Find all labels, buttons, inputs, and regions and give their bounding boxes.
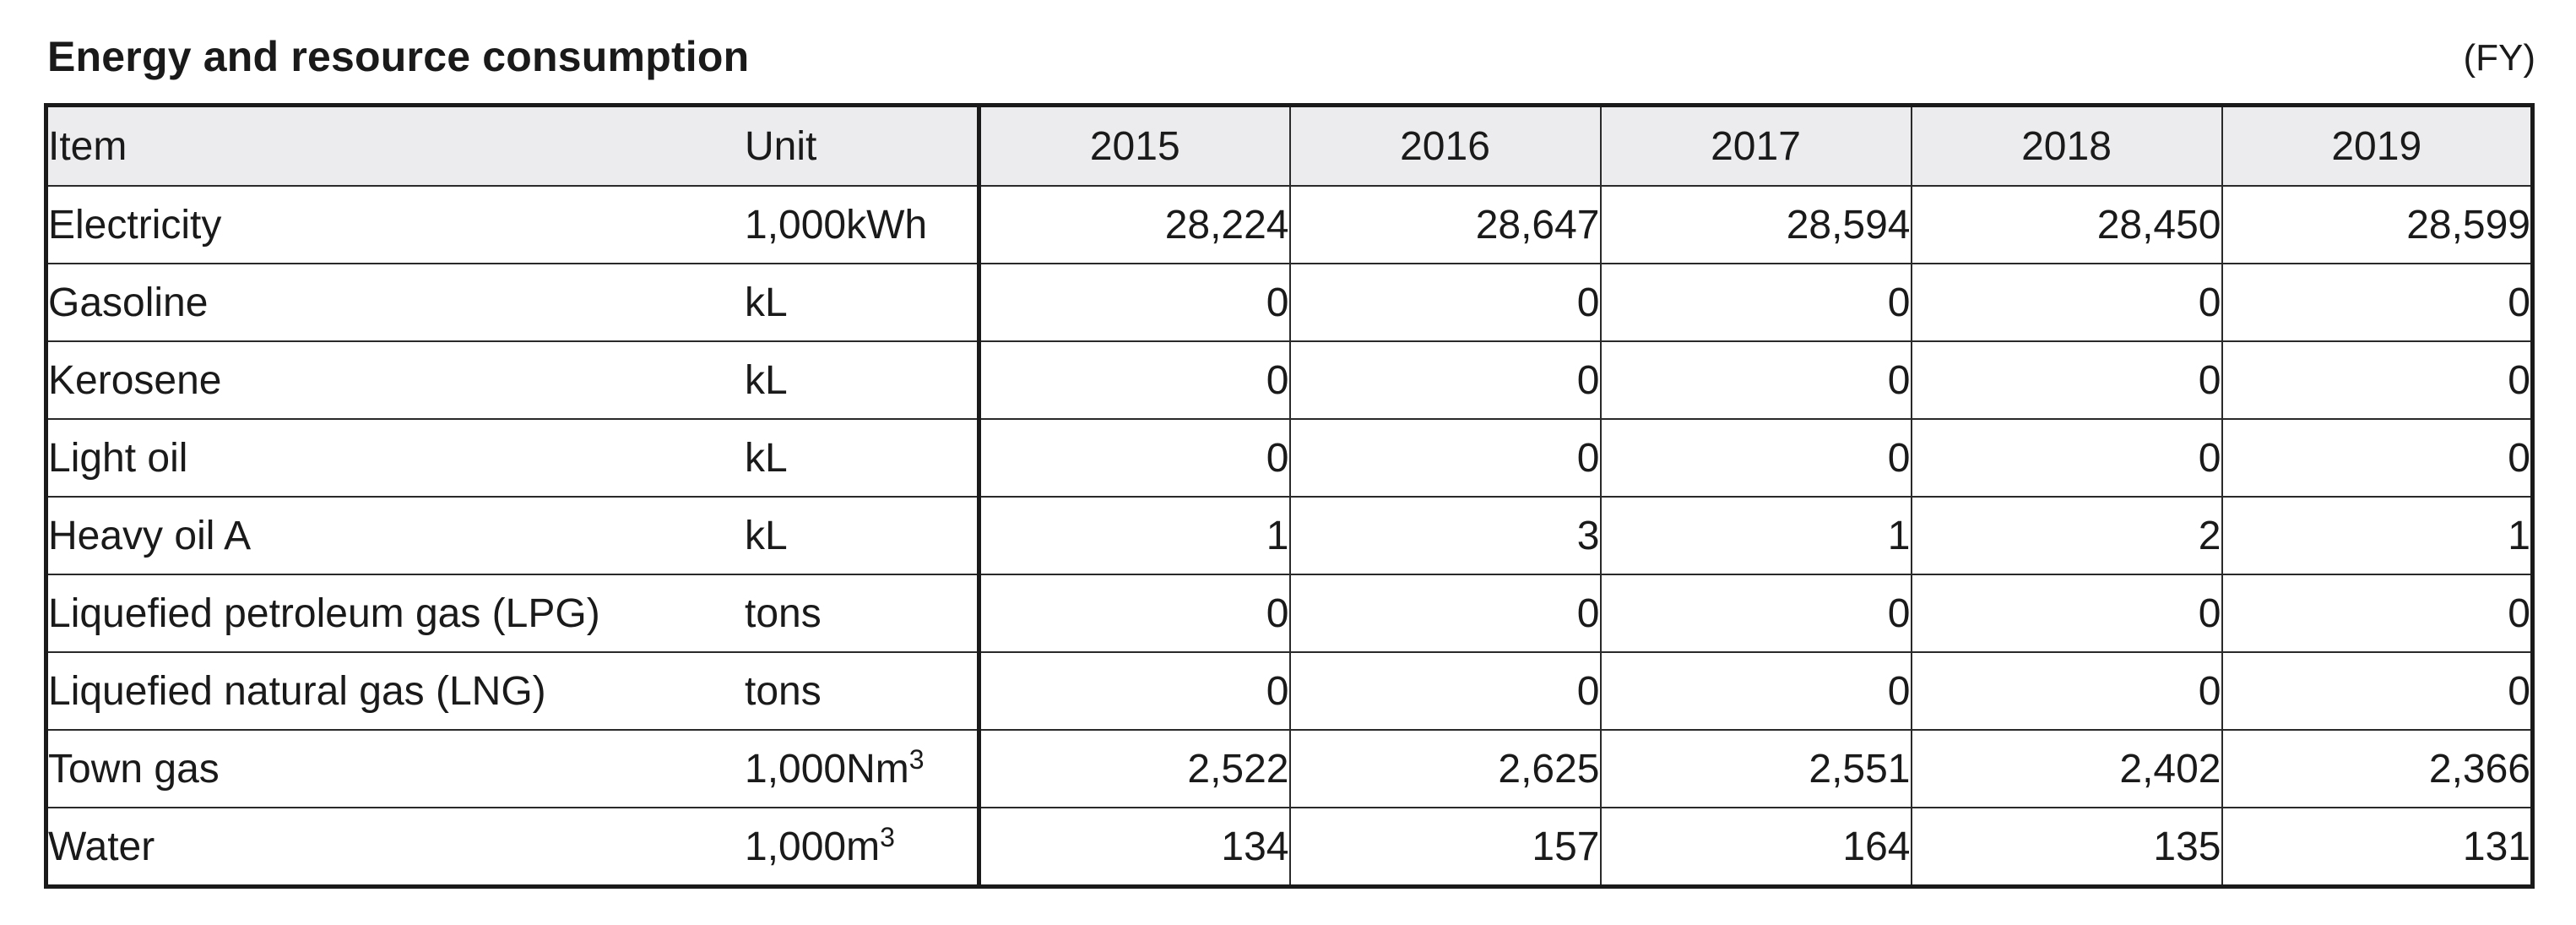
value-cell: 0 [2221, 574, 2533, 653]
table-row: Town gas 1,000Nm3 2,522 2,625 2,551 2,402 2,36… [46, 730, 2533, 808]
value-cell: 28,594 [1599, 186, 1912, 264]
table-body: Electricity 1,000kWh 28,224 28,647 28,594 28,… [46, 186, 2533, 887]
row-unit: 1,000Nm3 [745, 730, 979, 808]
unit-text: kL [745, 280, 788, 325]
value-cell: 0 [977, 341, 1290, 420]
value-cell: 0 [1288, 341, 1601, 420]
value-cell: 0 [1910, 652, 2222, 731]
value-cell: 0 [2221, 341, 2533, 420]
header-row: Item Unit 2015 2016 2017 2018 2019 [46, 105, 2533, 187]
value-cell: 2 [1910, 497, 2222, 575]
row-unit: kL [745, 419, 979, 498]
value-cell: 0 [1599, 264, 1912, 342]
value-cell: 1 [1599, 497, 1912, 575]
row-item-label: Water [48, 824, 155, 869]
value-cell: 2,366 [2221, 730, 2533, 808]
value-cell: 28,647 [1288, 186, 1601, 264]
value-cell: 157 [1288, 808, 1601, 887]
value-cell: 28,599 [2221, 186, 2533, 264]
row-unit: kL [745, 497, 979, 575]
value-cell: 0 [2221, 419, 2533, 498]
column-header-item: Item [46, 105, 745, 187]
row-unit: kL [745, 264, 979, 342]
unit-text: kL [745, 357, 788, 403]
table-row: Kerosene kL 0 0 0 0 0 [46, 341, 2533, 420]
value-cell: 134 [977, 808, 1290, 887]
table-row: Electricity 1,000kWh 28,224 28,647 28,594 28,… [46, 186, 2533, 264]
value-cell: 0 [1910, 264, 2222, 342]
column-header-year: 2017 [1599, 105, 1912, 187]
row-unit: tons [745, 652, 979, 731]
unit-text: tons [745, 590, 822, 636]
value-cell: 164 [1599, 808, 1912, 887]
value-cell: 2,551 [1599, 730, 1912, 808]
row-item-label: Heavy oil A [46, 497, 745, 575]
row-item-label: Electricity [46, 186, 745, 264]
value-cell: 135 [1910, 808, 2222, 887]
table-row: Gasoline kL 0 0 0 0 0 [46, 264, 2533, 342]
value-cell: 2,522 [977, 730, 1290, 808]
table-row: Liquefied natural gas (LNG) tons 0 0 0 0 0 [46, 652, 2533, 731]
value-cell: 0 [1599, 341, 1912, 420]
consumption-table: Item Unit 2015 2016 2017 2018 2019 Elect… [44, 103, 2535, 889]
unit-superscript: 3 [908, 743, 925, 775]
row-item-label: Kerosene [46, 341, 745, 420]
value-cell: 3 [1288, 497, 1601, 575]
table-row: Liquefied petroleum gas (LPG) tons 0 0 0 0 0 [46, 574, 2533, 653]
value-cell: 28,224 [977, 186, 1290, 264]
value-cell: 0 [1288, 574, 1601, 653]
fiscal-year-note: (FY) [2463, 37, 2535, 79]
unit-text: 1,000kWh [745, 202, 928, 248]
column-header-year: 2018 [1910, 105, 2222, 187]
column-header-year: 2016 [1288, 105, 1601, 187]
unit-text: tons [745, 668, 822, 714]
column-header-unit: Unit [745, 105, 979, 187]
column-header-year: 2019 [2221, 105, 2533, 187]
value-cell: 0 [1599, 574, 1912, 653]
table-title: Energy and resource consumption [47, 33, 750, 80]
row-item-label: Gasoline [46, 264, 745, 342]
value-cell: 0 [1910, 341, 2222, 420]
value-cell: 131 [2221, 808, 2533, 887]
value-cell: 0 [2221, 652, 2533, 731]
value-cell: 0 [1599, 419, 1912, 498]
value-cell: 2,625 [1288, 730, 1601, 808]
row-unit: kL [745, 341, 979, 420]
value-cell: 0 [977, 574, 1290, 653]
value-cell: 0 [1288, 419, 1601, 498]
value-cell: 0 [1910, 419, 2222, 498]
row-item-label: Liquefied petroleum gas (LPG) [46, 574, 745, 653]
unit-text: 1,000Nm [745, 746, 909, 792]
value-cell: 28,450 [1910, 186, 2222, 264]
value-cell: 0 [977, 652, 1290, 731]
row-item-label: Town gas [46, 730, 745, 808]
unit-text: kL [745, 513, 788, 558]
value-cell: 0 [2221, 264, 2533, 342]
value-cell: 2,402 [1910, 730, 2222, 808]
column-header-year: 2015 [977, 105, 1290, 187]
table-row: Water 1,000m3 134 157 164 135 131 [46, 808, 2533, 887]
row-unit: tons [745, 574, 979, 653]
value-cell: 0 [977, 419, 1290, 498]
value-cell: 0 [1288, 264, 1601, 342]
value-cell: 1 [977, 497, 1290, 575]
value-cell: 1 [2221, 497, 2533, 575]
unit-text: 1,000m [745, 824, 881, 869]
unit-superscript: 3 [880, 821, 895, 852]
value-cell: 0 [1910, 574, 2222, 653]
unit-text: kL [745, 435, 788, 481]
value-cell: 0 [1599, 652, 1912, 731]
table-row: Light oil kL 0 0 0 0 0 [46, 419, 2533, 498]
value-cell: 0 [1288, 652, 1601, 731]
row-unit: 1,000kWh [745, 186, 979, 264]
row-item-label: Liquefied natural gas (LNG) [46, 652, 745, 731]
row-item-label: Light oil [46, 419, 745, 498]
row-unit: 1,000m3 [745, 808, 979, 887]
value-cell: 0 [977, 264, 1290, 342]
